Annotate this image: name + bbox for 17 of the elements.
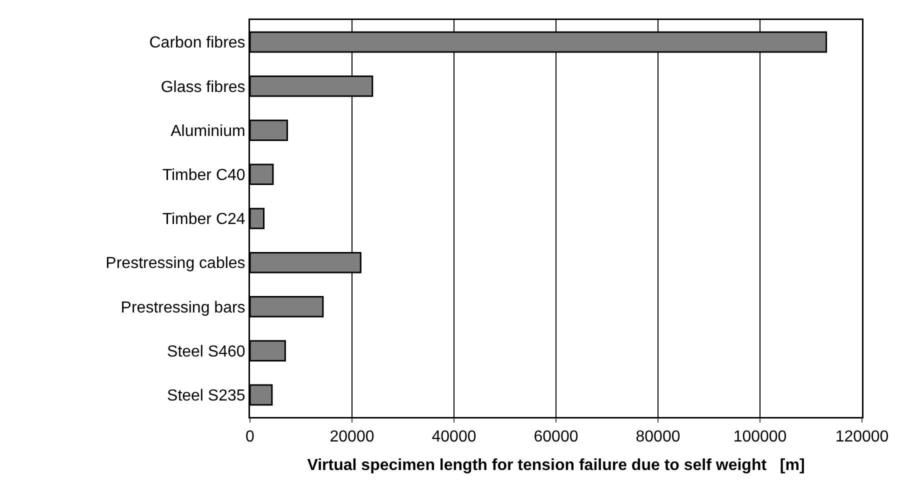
y-tick-label: Carbon fibres — [149, 34, 246, 52]
x-axis-title: Virtual specimen length for tension failure due to self weight [m] — [307, 457, 805, 474]
x-tick-label: 60000 — [534, 428, 578, 446]
y-tick-label: Glass fibres — [160, 78, 246, 96]
y-tick-label: Aluminium — [170, 122, 246, 140]
x-tick-label: 100000 — [733, 428, 787, 446]
y-tick-label: Timber C40 — [162, 166, 246, 184]
x-tick-label: 20000 — [330, 428, 374, 446]
x-tick-label: 0 — [246, 428, 255, 446]
y-tick-label: Steel S460 — [167, 343, 246, 360]
y-tick-label: Steel S235 — [167, 388, 246, 405]
y-tick-label: Prestressing bars — [120, 299, 246, 316]
y-tick-label: Timber C24 — [162, 211, 246, 228]
x-tick-label: 40000 — [432, 428, 476, 446]
x-tick-label: 80000 — [636, 428, 680, 446]
x-tick-label: 120000 — [835, 428, 889, 446]
y-tick-label: Prestressing cables — [106, 255, 246, 272]
